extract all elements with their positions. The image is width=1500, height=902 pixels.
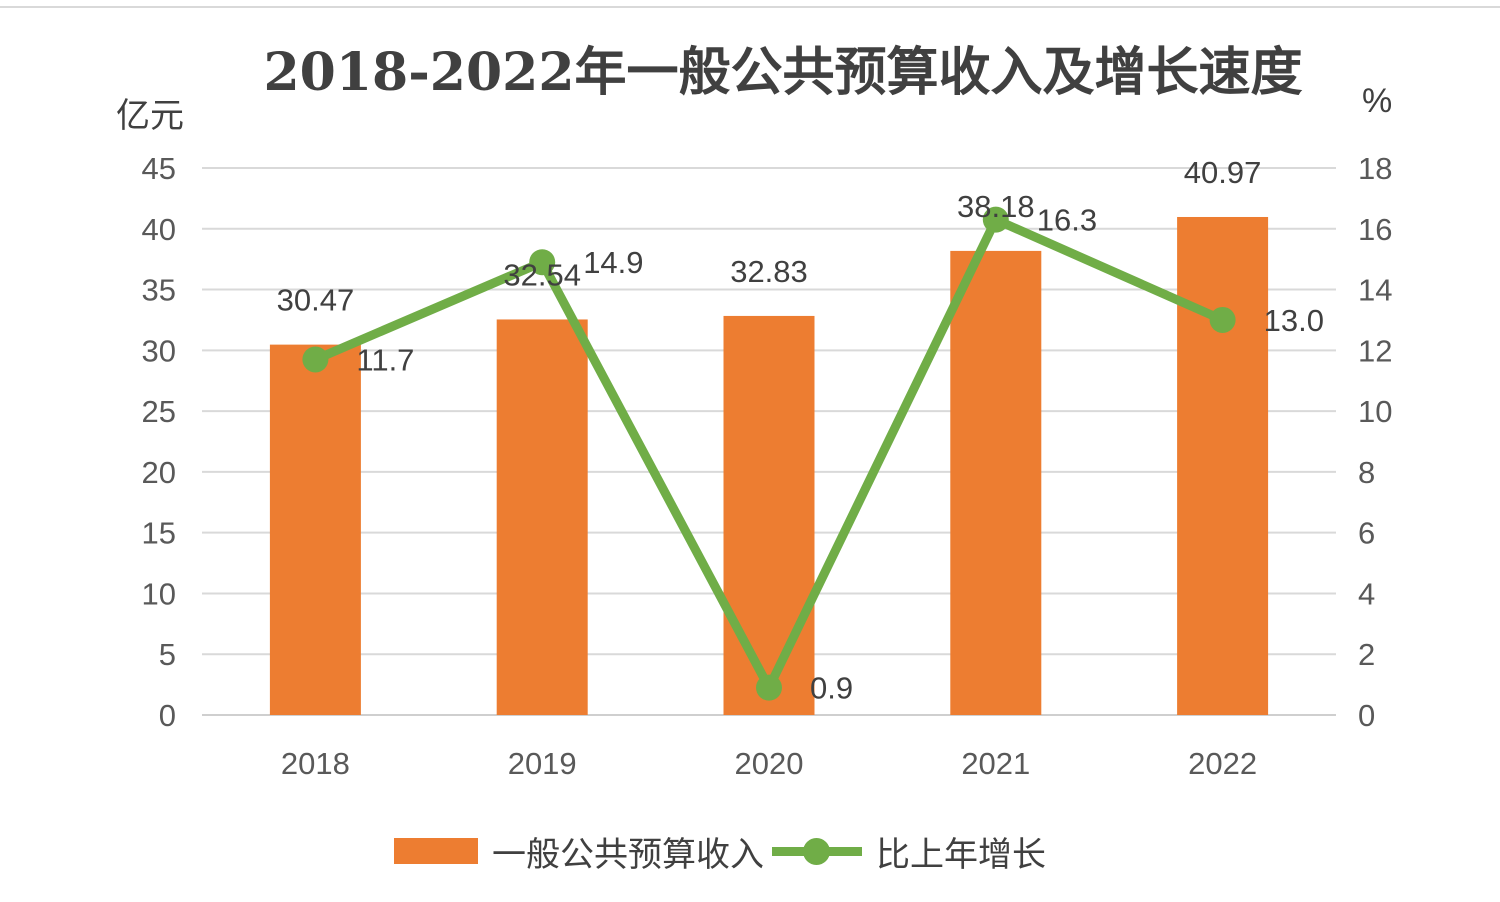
line-value-label: 11.7 xyxy=(356,342,414,377)
legend-line-marker xyxy=(803,838,830,865)
left-tick-label: 0 xyxy=(159,698,176,733)
x-tick-label: 2019 xyxy=(508,746,577,781)
bar xyxy=(950,250,1042,716)
right-tick-label: 2 xyxy=(1358,637,1375,672)
line-value-label: 14.9 xyxy=(583,245,643,280)
top-border xyxy=(0,6,1500,8)
left-tick-label: 30 xyxy=(142,333,176,368)
line-value-label: 16.3 xyxy=(1037,203,1097,238)
growth-marker xyxy=(1209,306,1236,333)
left-tick-label: 5 xyxy=(159,637,176,672)
left-axis-unit: 亿元 xyxy=(116,97,184,135)
right-tick-label: 4 xyxy=(1358,576,1375,611)
x-axis-labels: 2018 2019 2020 2021 2022 xyxy=(281,746,1257,781)
left-tick-label: 40 xyxy=(142,212,176,247)
x-tick-label: 2020 xyxy=(735,746,804,781)
bar-value-label: 32.83 xyxy=(730,254,808,289)
right-axis-ticks: 0 2 4 6 8 10 12 14 16 18 xyxy=(1358,151,1392,733)
right-tick-label: 14 xyxy=(1358,273,1392,308)
legend: 一般公共预算收入 比上年增长 xyxy=(394,826,1046,876)
right-axis-unit: % xyxy=(1362,82,1393,120)
legend-line-swatch xyxy=(772,838,862,865)
legend-line-label: 比上年增长 xyxy=(876,834,1046,875)
growth-marker xyxy=(982,206,1009,233)
line-series xyxy=(302,206,1236,701)
right-tick-label: 12 xyxy=(1358,333,1392,368)
left-tick-label: 10 xyxy=(142,576,176,611)
legend-bar-swatch xyxy=(394,838,478,864)
line-value-label: 13.0 xyxy=(1264,303,1324,338)
x-tick-label: 2018 xyxy=(281,746,350,781)
growth-marker xyxy=(302,346,329,373)
bar-series xyxy=(269,216,1269,716)
growth-marker xyxy=(756,674,782,701)
line-value-label: 0.9 xyxy=(810,671,853,706)
bar-value-label: 40.97 xyxy=(1184,155,1262,190)
right-tick-label: 18 xyxy=(1358,151,1392,186)
bar-value-label: 30.47 xyxy=(277,283,355,318)
left-tick-label: 15 xyxy=(142,516,176,551)
chart-title: 2018-2022年一般公共预算收入及增长速度 xyxy=(263,42,1303,103)
bar xyxy=(496,319,588,715)
growth-marker xyxy=(529,249,556,276)
bar xyxy=(1177,216,1269,716)
left-tick-label: 20 xyxy=(142,455,176,490)
right-tick-label: 8 xyxy=(1358,455,1375,490)
bar xyxy=(269,344,361,715)
x-tick-label: 2021 xyxy=(961,746,1030,781)
right-tick-label: 6 xyxy=(1358,516,1375,551)
legend-bar-label: 一般公共预算收入 xyxy=(492,834,764,875)
left-tick-label: 45 xyxy=(142,151,176,186)
bar-value-label: 38.18 xyxy=(957,189,1035,224)
x-tick-label: 2022 xyxy=(1188,746,1257,781)
data-labels: 30.47 32.54 32.83 38.18 40.97 11.7 14.9 0.9 16.3… xyxy=(277,155,1324,706)
right-tick-label: 10 xyxy=(1358,394,1392,429)
bar xyxy=(723,315,815,715)
left-tick-label: 35 xyxy=(142,273,176,308)
left-tick-label: 25 xyxy=(142,394,176,429)
right-tick-label: 0 xyxy=(1358,698,1375,733)
right-tick-label: 16 xyxy=(1358,212,1392,247)
left-axis-ticks: 0 5 10 15 20 25 30 35 40 45 xyxy=(142,151,176,733)
bar-value-label: 32.54 xyxy=(503,257,581,292)
